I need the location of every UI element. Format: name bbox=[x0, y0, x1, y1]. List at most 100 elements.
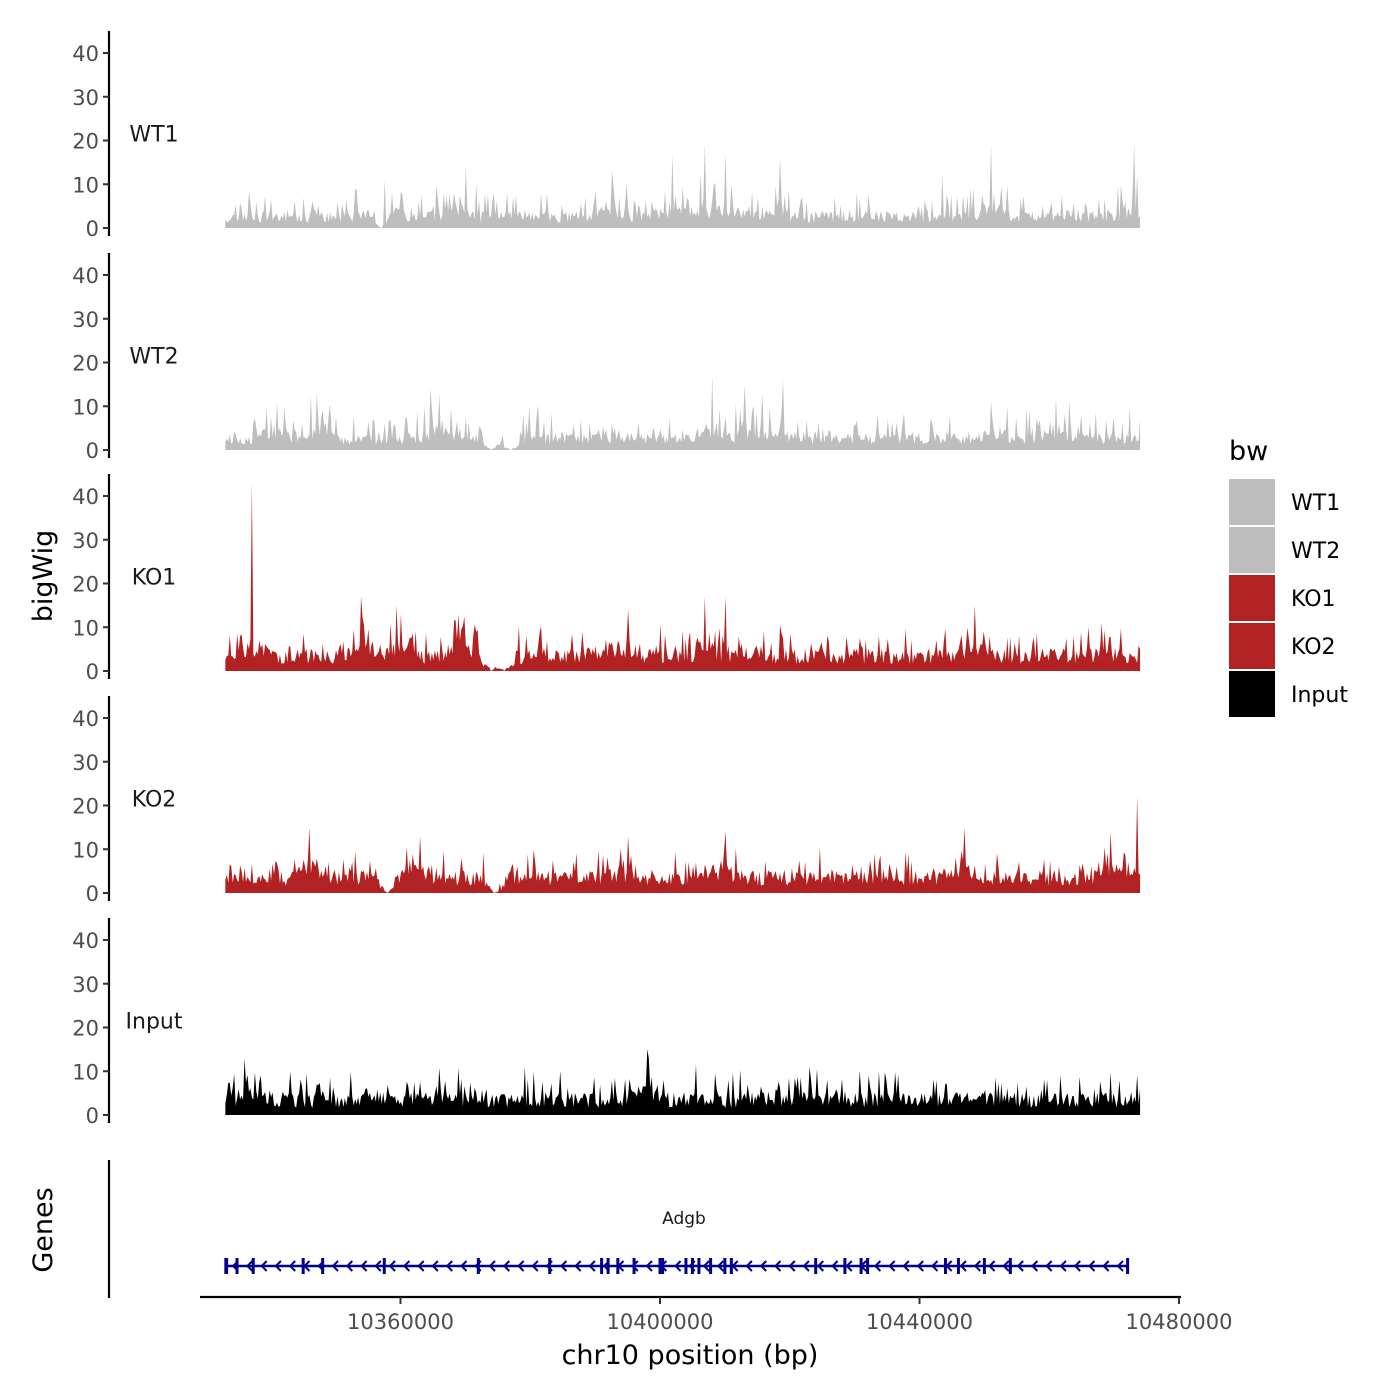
y-tick-label: 0 bbox=[86, 660, 99, 684]
y-tick-label: 20 bbox=[72, 130, 99, 154]
exon bbox=[658, 1258, 662, 1274]
strand-arrow bbox=[402, 1260, 411, 1272]
strand-arrow bbox=[559, 1260, 568, 1272]
strand-arrow bbox=[973, 1260, 982, 1272]
exon bbox=[943, 1258, 947, 1274]
strand-arrow bbox=[288, 1260, 296, 1272]
bigwig-panels: 0 10 20 30 40 WT1 0 10 20 30 40 WT2 0 10 20 30 40 KO1 0 10 2… bbox=[72, 31, 1141, 1128]
exon bbox=[697, 1258, 701, 1274]
strand-arrow bbox=[816, 1260, 825, 1272]
gene-adgb: Adgb bbox=[224, 1209, 1130, 1274]
y-tick-label: 40 bbox=[72, 42, 99, 66]
genes-axis-title: Genes bbox=[28, 1187, 59, 1272]
exon bbox=[661, 1258, 665, 1274]
strand-arrow bbox=[1045, 1260, 1053, 1272]
exon bbox=[548, 1258, 552, 1274]
y-tick-label: 10 bbox=[72, 395, 99, 419]
exon bbox=[956, 1258, 960, 1274]
strand-arrow bbox=[374, 1260, 382, 1272]
track-label: WT1 bbox=[129, 123, 178, 148]
y-tick-label: 0 bbox=[86, 439, 99, 463]
exon bbox=[814, 1258, 818, 1274]
exon bbox=[382, 1258, 386, 1274]
legend-label-wt1: WT1 bbox=[1291, 491, 1340, 516]
exon bbox=[600, 1258, 604, 1274]
panel-ko1: 0 10 20 30 40 KO1 bbox=[72, 474, 1141, 684]
strand-arrow bbox=[502, 1260, 511, 1272]
strand-arrow bbox=[417, 1260, 425, 1272]
y-tick-label: 20 bbox=[72, 1017, 99, 1041]
y-tick-label: 0 bbox=[86, 882, 99, 906]
exon bbox=[690, 1258, 694, 1274]
exon bbox=[723, 1258, 727, 1274]
track-label: WT2 bbox=[129, 345, 178, 370]
y-tick-label: 40 bbox=[72, 707, 99, 731]
strand-arrow bbox=[988, 1260, 996, 1272]
strand-arrow bbox=[360, 1260, 368, 1272]
signal-area-ko2 bbox=[225, 796, 1141, 893]
legend-swatch-ko1 bbox=[1229, 575, 1275, 621]
exon bbox=[476, 1258, 480, 1274]
track-label: KO1 bbox=[132, 566, 177, 591]
strand-arrow bbox=[716, 1260, 725, 1272]
strand-arrow bbox=[588, 1260, 596, 1272]
exon bbox=[301, 1258, 305, 1274]
exon bbox=[1008, 1258, 1012, 1274]
strand-arrow bbox=[702, 1260, 710, 1272]
strand-arrow bbox=[517, 1260, 525, 1272]
strand-arrow bbox=[345, 1260, 354, 1272]
strand-arrow bbox=[1102, 1260, 1110, 1272]
exon bbox=[709, 1258, 713, 1274]
strand-arrow bbox=[574, 1260, 582, 1272]
exon bbox=[866, 1258, 870, 1274]
legend-label-wt2: WT2 bbox=[1291, 539, 1340, 564]
exon bbox=[1126, 1258, 1130, 1274]
legend-label-ko1: KO1 bbox=[1291, 587, 1336, 612]
track-label: Input bbox=[126, 1010, 183, 1035]
exon bbox=[684, 1258, 688, 1274]
y-tick-label: 10 bbox=[72, 838, 99, 862]
strand-arrow bbox=[745, 1260, 753, 1272]
exon bbox=[982, 1258, 986, 1274]
y-tick-label: 30 bbox=[72, 529, 99, 553]
y-tick-label: 30 bbox=[72, 751, 99, 775]
y-tick-label: 20 bbox=[72, 795, 99, 819]
signal-area-wt1 bbox=[225, 144, 1141, 228]
strand-arrow bbox=[802, 1260, 810, 1272]
strand-arrow bbox=[1030, 1260, 1039, 1272]
strand-arrow bbox=[645, 1260, 653, 1272]
y-tick-label: 40 bbox=[72, 485, 99, 509]
signal-area-wt2 bbox=[225, 375, 1141, 450]
legend-swatch-wt1 bbox=[1229, 479, 1275, 525]
exon bbox=[859, 1258, 863, 1274]
legend-label-input: Input bbox=[1291, 683, 1348, 708]
strand-arrow bbox=[488, 1260, 496, 1272]
y-tick-label: 10 bbox=[72, 1060, 99, 1084]
panel-wt1: 0 10 20 30 40 WT1 bbox=[72, 31, 1141, 241]
strand-arrow bbox=[831, 1260, 839, 1272]
legend-swatch-input bbox=[1229, 671, 1275, 717]
x-axis: 10360000 10400000 10440000 10480000 bbox=[200, 1295, 1232, 1334]
signal-area-input bbox=[225, 1049, 1141, 1115]
y-tick-label: 30 bbox=[72, 308, 99, 332]
legend-swatch-wt2 bbox=[1229, 527, 1275, 573]
strand-arrow bbox=[845, 1260, 853, 1272]
strand-arrow bbox=[460, 1260, 468, 1272]
panel-input: 0 10 20 30 40 Input bbox=[72, 918, 1141, 1128]
exon bbox=[632, 1258, 636, 1274]
signal-area-ko1 bbox=[225, 482, 1141, 671]
y-tick-label: 30 bbox=[72, 86, 99, 110]
strand-arrow bbox=[1016, 1260, 1024, 1272]
strand-arrow bbox=[888, 1260, 896, 1272]
strand-arrow bbox=[959, 1260, 967, 1272]
y-tick-label: 40 bbox=[72, 929, 99, 953]
y-tick-label: 0 bbox=[86, 217, 99, 241]
exon bbox=[729, 1258, 733, 1274]
panel-ko2: 0 10 20 30 40 KO2 bbox=[72, 696, 1141, 906]
strand-arrow bbox=[759, 1260, 767, 1272]
strand-arrow bbox=[331, 1260, 339, 1272]
panel-wt2: 0 10 20 30 40 WT2 bbox=[72, 253, 1141, 463]
strand-arrow bbox=[1002, 1260, 1010, 1272]
legend-swatch-ko2 bbox=[1229, 623, 1275, 669]
